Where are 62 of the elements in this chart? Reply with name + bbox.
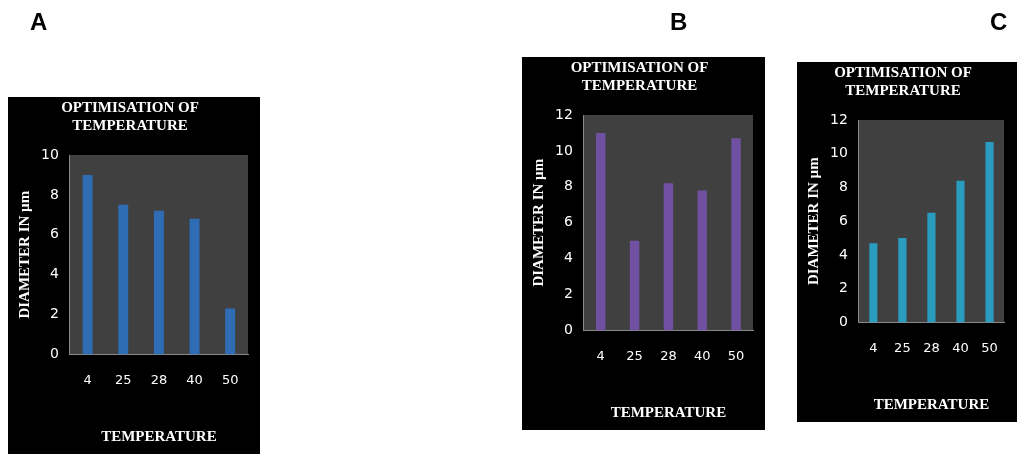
bar — [956, 180, 965, 323]
y-tick-label: 8 — [838, 178, 848, 195]
text: A — [30, 8, 48, 36]
chart-title: OPTIMISATION OF TEMPERATURE — [61, 98, 199, 133]
y-tick-label: 10 — [829, 144, 848, 161]
x-tick-label: 50 — [981, 339, 998, 355]
y-tick-label: 4 — [563, 249, 573, 266]
y-tick-label: 4 — [49, 265, 59, 282]
y-tick-label: 12 — [554, 105, 573, 122]
bar — [189, 218, 200, 355]
bar — [869, 243, 878, 323]
y-tick-label: 2 — [838, 279, 848, 296]
bar — [629, 240, 640, 331]
x-tick-label: 25 — [626, 347, 643, 363]
y-tick-label: 12 — [829, 110, 848, 127]
x-tick-label: 50 — [727, 347, 745, 363]
y-tick-label: 8 — [563, 177, 573, 194]
x-tick-label: 40 — [186, 371, 203, 387]
text: C — [990, 8, 1008, 36]
x-tick-label: 4 — [596, 347, 605, 363]
x-tick-label: 28 — [150, 371, 168, 387]
y-tick-label: 0 — [49, 345, 59, 362]
x-tick-label: 28 — [660, 347, 677, 363]
y-axis-title: DIAMETER IN µm — [15, 190, 32, 319]
x-tick-label: 40 — [693, 347, 711, 363]
chart-title: OPTIMISATION OF TEMPERATURE — [570, 58, 709, 93]
bar — [697, 190, 707, 331]
x-tick-label: 4 — [869, 339, 878, 355]
bar — [118, 204, 129, 355]
y-axis-title: DIAMETER IN µm — [804, 156, 821, 286]
x-axis-title: TEMPERATURE — [101, 427, 217, 444]
y-tick-label: 10 — [554, 141, 573, 158]
bar — [927, 212, 936, 323]
y-tick-label: 10 — [40, 145, 59, 162]
chart-title: OPTIMISATION OF TEMPERATURE — [834, 63, 972, 98]
bar — [82, 174, 93, 355]
bar — [985, 141, 994, 323]
y-tick-label: 2 — [49, 305, 59, 322]
x-axis-title: TEMPERATURE — [873, 395, 990, 412]
y-tick-label: 6 — [838, 211, 848, 228]
x-tick-label: 28 — [923, 339, 940, 355]
y-tick-label: 2 — [563, 285, 573, 302]
bar — [731, 138, 741, 331]
y-tick-label: 0 — [563, 321, 573, 338]
x-tick-label: 25 — [115, 371, 132, 387]
y-tick-label: 6 — [49, 225, 59, 242]
y-tick-label: 6 — [563, 213, 573, 230]
x-tick-label: 25 — [894, 339, 911, 355]
bar — [153, 210, 164, 355]
y-axis-title: DIAMETER IN µm — [529, 158, 546, 287]
bar — [898, 238, 907, 323]
x-tick-label: 4 — [83, 371, 92, 387]
x-tick-label: 40 — [952, 339, 969, 355]
x-tick-label: 50 — [221, 371, 239, 387]
text: B — [670, 8, 688, 36]
y-tick-label: 0 — [838, 313, 848, 330]
bar — [663, 183, 674, 331]
bar — [225, 308, 236, 355]
y-tick-label: 8 — [49, 185, 59, 202]
x-axis-title: TEMPERATURE — [610, 403, 727, 420]
y-tick-label: 4 — [838, 245, 848, 262]
bar — [596, 132, 606, 331]
